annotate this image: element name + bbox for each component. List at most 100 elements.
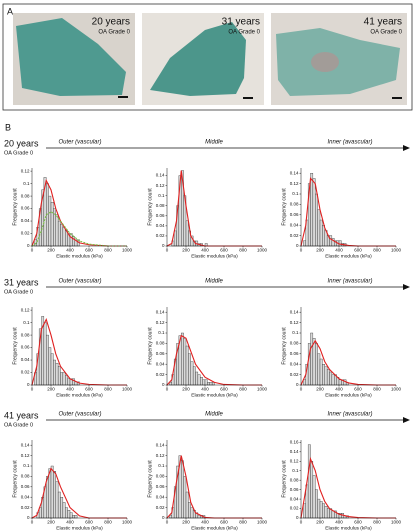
x-tick-label: 800 (104, 248, 112, 253)
bar (57, 220, 61, 247)
bar (185, 220, 189, 247)
y-tick-label: 0 (27, 243, 30, 248)
bar (326, 508, 330, 519)
x-tick-label: 0 (300, 520, 303, 525)
bar (62, 372, 66, 386)
bar (62, 227, 66, 247)
x-axis-label: Elastic modulus (kPa) (191, 253, 238, 259)
bar (312, 475, 316, 519)
zone-label: Inner (avascular) (327, 140, 372, 146)
y-tick-label: 0.02 (156, 372, 165, 377)
bar (315, 489, 318, 519)
x-tick-label: 400 (201, 248, 209, 253)
y-axis-label: Frequency count (147, 460, 153, 498)
bar (183, 476, 187, 519)
y-tick-label: 0.14 (290, 449, 299, 454)
bar (74, 515, 78, 519)
x-tick-label: 1000 (391, 248, 402, 253)
arrow-head (403, 417, 410, 423)
x-tick-label: 400 (335, 248, 343, 253)
y-tick-label: 0.02 (290, 372, 299, 377)
x-tick-label: 600 (354, 387, 362, 392)
bar (312, 338, 316, 386)
zone-label: Outer (vascular) (58, 279, 101, 285)
bar (55, 362, 59, 386)
y-tick-label: 0 (162, 382, 165, 387)
y-tick-label: 0.1 (292, 468, 299, 473)
y-tick-label: 0.12 (156, 453, 165, 458)
y-tick-label: 0.12 (156, 183, 165, 188)
y-tick-label: 0.12 (21, 307, 30, 312)
bar (72, 515, 75, 519)
grade-label: OA Grade 0 (98, 30, 130, 36)
bar (50, 465, 54, 519)
y-tick-label: 0.04 (21, 218, 30, 223)
x-tick-label: 600 (354, 520, 362, 525)
y-tick-label: 0.1 (292, 191, 299, 196)
y-tick-label: 0 (296, 382, 299, 387)
histogram: 0 200 400 600 800 1000 0 0.02 0.04 0.06 0.08 0.1 0.1… (12, 307, 133, 398)
x-tick-label: 200 (47, 520, 55, 525)
age-label: 31 years (222, 17, 260, 28)
zone-label: Middle (205, 412, 223, 418)
y-axis-label: Frequency count (281, 327, 287, 365)
x-tick-label: 1000 (122, 248, 133, 253)
histogram: 0 200 400 600 800 1000 0 0.02 0.04 0.06 0.08 0.1 0.1… (12, 440, 133, 531)
bar (192, 366, 196, 386)
x-tick-label: 0 (300, 387, 303, 392)
y-tick-label: 0.06 (156, 484, 165, 489)
x-tick-label: 0 (31, 387, 34, 392)
bar (188, 502, 191, 519)
tissue-image (142, 13, 264, 105)
x-axis-label: Elastic modulus (kPa) (56, 253, 103, 259)
x-tick-label: 400 (335, 387, 343, 392)
bar (65, 375, 68, 386)
y-tick-label: 0.04 (290, 222, 299, 227)
x-tick-label: 400 (201, 520, 209, 525)
bar (53, 359, 56, 386)
bar (57, 491, 61, 519)
histogram: 0 200 400 600 800 1000 0 0.02 0.04 0.06 0.08 0.1 0.1… (147, 168, 268, 259)
panel-label: A (7, 6, 13, 16)
bar (55, 481, 59, 519)
y-tick-label: 0.1 (23, 463, 30, 468)
x-tick-label: 1000 (391, 520, 402, 525)
x-tick-label: 200 (316, 520, 324, 525)
bar (34, 239, 37, 247)
tissue-image (13, 13, 135, 105)
bar (185, 345, 189, 386)
x-tick-label: 400 (66, 520, 74, 525)
bar (312, 178, 316, 247)
y-tick-label: 0.12 (21, 168, 30, 173)
bar (48, 195, 52, 247)
bar (303, 379, 306, 386)
x-tick-label: 800 (373, 248, 381, 253)
histogram: 0 200 400 600 800 1000 0 0.02 0.04 0.06 0.08 0.1 0.1… (281, 440, 401, 532)
x-tick-label: 600 (354, 248, 362, 253)
y-tick-label: 0.02 (21, 370, 30, 375)
bar (60, 223, 64, 247)
bar (329, 371, 333, 386)
y-tick-label: 0.16 (290, 440, 299, 445)
y-tick-label: 0.1 (23, 320, 30, 325)
grade-label: OA Grade 0 (4, 150, 33, 156)
bar (197, 374, 201, 386)
y-tick-label: 0.06 (290, 487, 299, 492)
bar (67, 510, 71, 519)
bar (315, 343, 318, 386)
bar (329, 235, 333, 247)
x-tick-label: 400 (66, 248, 74, 253)
y-tick-label: 0.08 (21, 474, 30, 479)
y-tick-label: 0.06 (156, 351, 165, 356)
x-tick-label: 400 (201, 387, 209, 392)
x-tick-label: 200 (182, 520, 190, 525)
y-tick-label: 0 (162, 515, 165, 520)
bar (317, 498, 321, 519)
x-tick-label: 600 (85, 520, 93, 525)
y-tick-label: 0.08 (156, 341, 165, 346)
histogram: 0 200 400 600 800 1000 0 0.02 0.04 0.06 0.08 0.1 0.1… (12, 168, 133, 259)
y-tick-label: 0.06 (290, 212, 299, 217)
bar (317, 353, 321, 386)
bar (181, 460, 184, 519)
